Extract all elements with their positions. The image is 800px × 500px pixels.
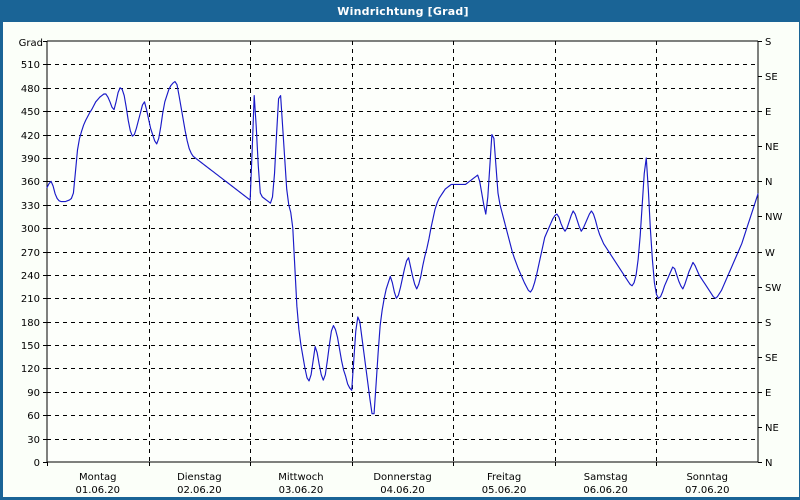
x-day-date: 06.06.20 xyxy=(583,485,628,496)
right-tick-label: W xyxy=(765,248,775,259)
x-day-name: Sonntag xyxy=(686,472,728,483)
y-tick-label: 120 xyxy=(21,364,40,375)
y-tick-label: 270 xyxy=(21,248,40,259)
chart-plot-container: 0 30 60 90 120 150 180 210 240 270 300 330 360 390 420… xyxy=(3,22,800,497)
x-day-name: Donnerstag xyxy=(373,472,431,483)
y-tick-label: 330 xyxy=(21,201,40,212)
right-tick-label: SE xyxy=(765,353,778,364)
x-day-date: 01.06.20 xyxy=(76,485,121,496)
x-day-date: 03.06.20 xyxy=(279,485,324,496)
y-tick-label: 210 xyxy=(21,294,40,305)
right-tick-label: NE xyxy=(765,423,779,434)
y-tick-label: 360 xyxy=(21,177,40,188)
y-tick-label: 240 xyxy=(21,271,40,282)
y-tick-label: 150 xyxy=(21,341,40,352)
right-tick-label: N xyxy=(765,177,772,188)
y-axis-unit-label: Grad xyxy=(19,38,43,49)
y-tick-label: 0 xyxy=(34,458,40,469)
x-day-name: Dienstag xyxy=(177,472,222,483)
x-day-date: 07.06.20 xyxy=(685,485,730,496)
x-day-name: Samstag xyxy=(584,472,628,483)
page-title: Windrichtung [Grad] xyxy=(337,4,469,18)
y-tick-label: 510 xyxy=(21,60,40,71)
right-tick-label: NE xyxy=(765,142,779,153)
y-tick-label: 390 xyxy=(21,154,40,165)
axis-tick-marks xyxy=(43,41,762,466)
right-axis-labels: N NE E SE S SW W NW N NE E SE S xyxy=(765,37,782,469)
right-tick-label: N xyxy=(765,458,772,469)
right-tick-label: SE xyxy=(765,72,778,83)
y-tick-label: 180 xyxy=(21,318,40,329)
x-day-date: 05.06.20 xyxy=(482,485,527,496)
right-tick-label: S xyxy=(765,318,771,329)
x-axis-labels: Montag 01.06.20 Dienstag 02.06.20 Mittwoch 03… xyxy=(76,472,730,496)
right-tick-label: SW xyxy=(765,283,781,294)
right-tick-label: NW xyxy=(765,212,782,223)
y-axis-labels: 0 30 60 90 120 150 180 210 240 270 300 330 360 390 420… xyxy=(21,60,40,469)
y-tick-label: 420 xyxy=(21,131,40,142)
y-tick-label: 480 xyxy=(21,84,40,95)
wind-direction-series-line xyxy=(46,80,759,415)
y-tick-label: 300 xyxy=(21,224,40,235)
right-tick-label: E xyxy=(765,388,771,399)
y-tick-label: 90 xyxy=(27,388,40,399)
x-day-name: Mittwoch xyxy=(278,472,323,483)
axis-lines xyxy=(46,40,759,463)
right-tick-label: E xyxy=(765,107,771,118)
y-tick-label: 60 xyxy=(27,411,40,422)
y-tick-label: 450 xyxy=(21,107,40,118)
window-title-bar: Windrichtung [Grad] xyxy=(3,0,800,22)
x-day-name: Freitag xyxy=(487,472,521,483)
y-tick-label: 30 xyxy=(27,435,40,446)
right-tick-label: S xyxy=(765,37,771,48)
wind-direction-line-chart: 0 30 60 90 120 150 180 210 240 270 300 330 360 390 420… xyxy=(19,37,783,496)
x-day-name: Montag xyxy=(79,472,116,483)
grid-lines xyxy=(47,41,758,462)
x-day-date: 04.06.20 xyxy=(380,485,425,496)
x-day-date: 02.06.20 xyxy=(177,485,222,496)
